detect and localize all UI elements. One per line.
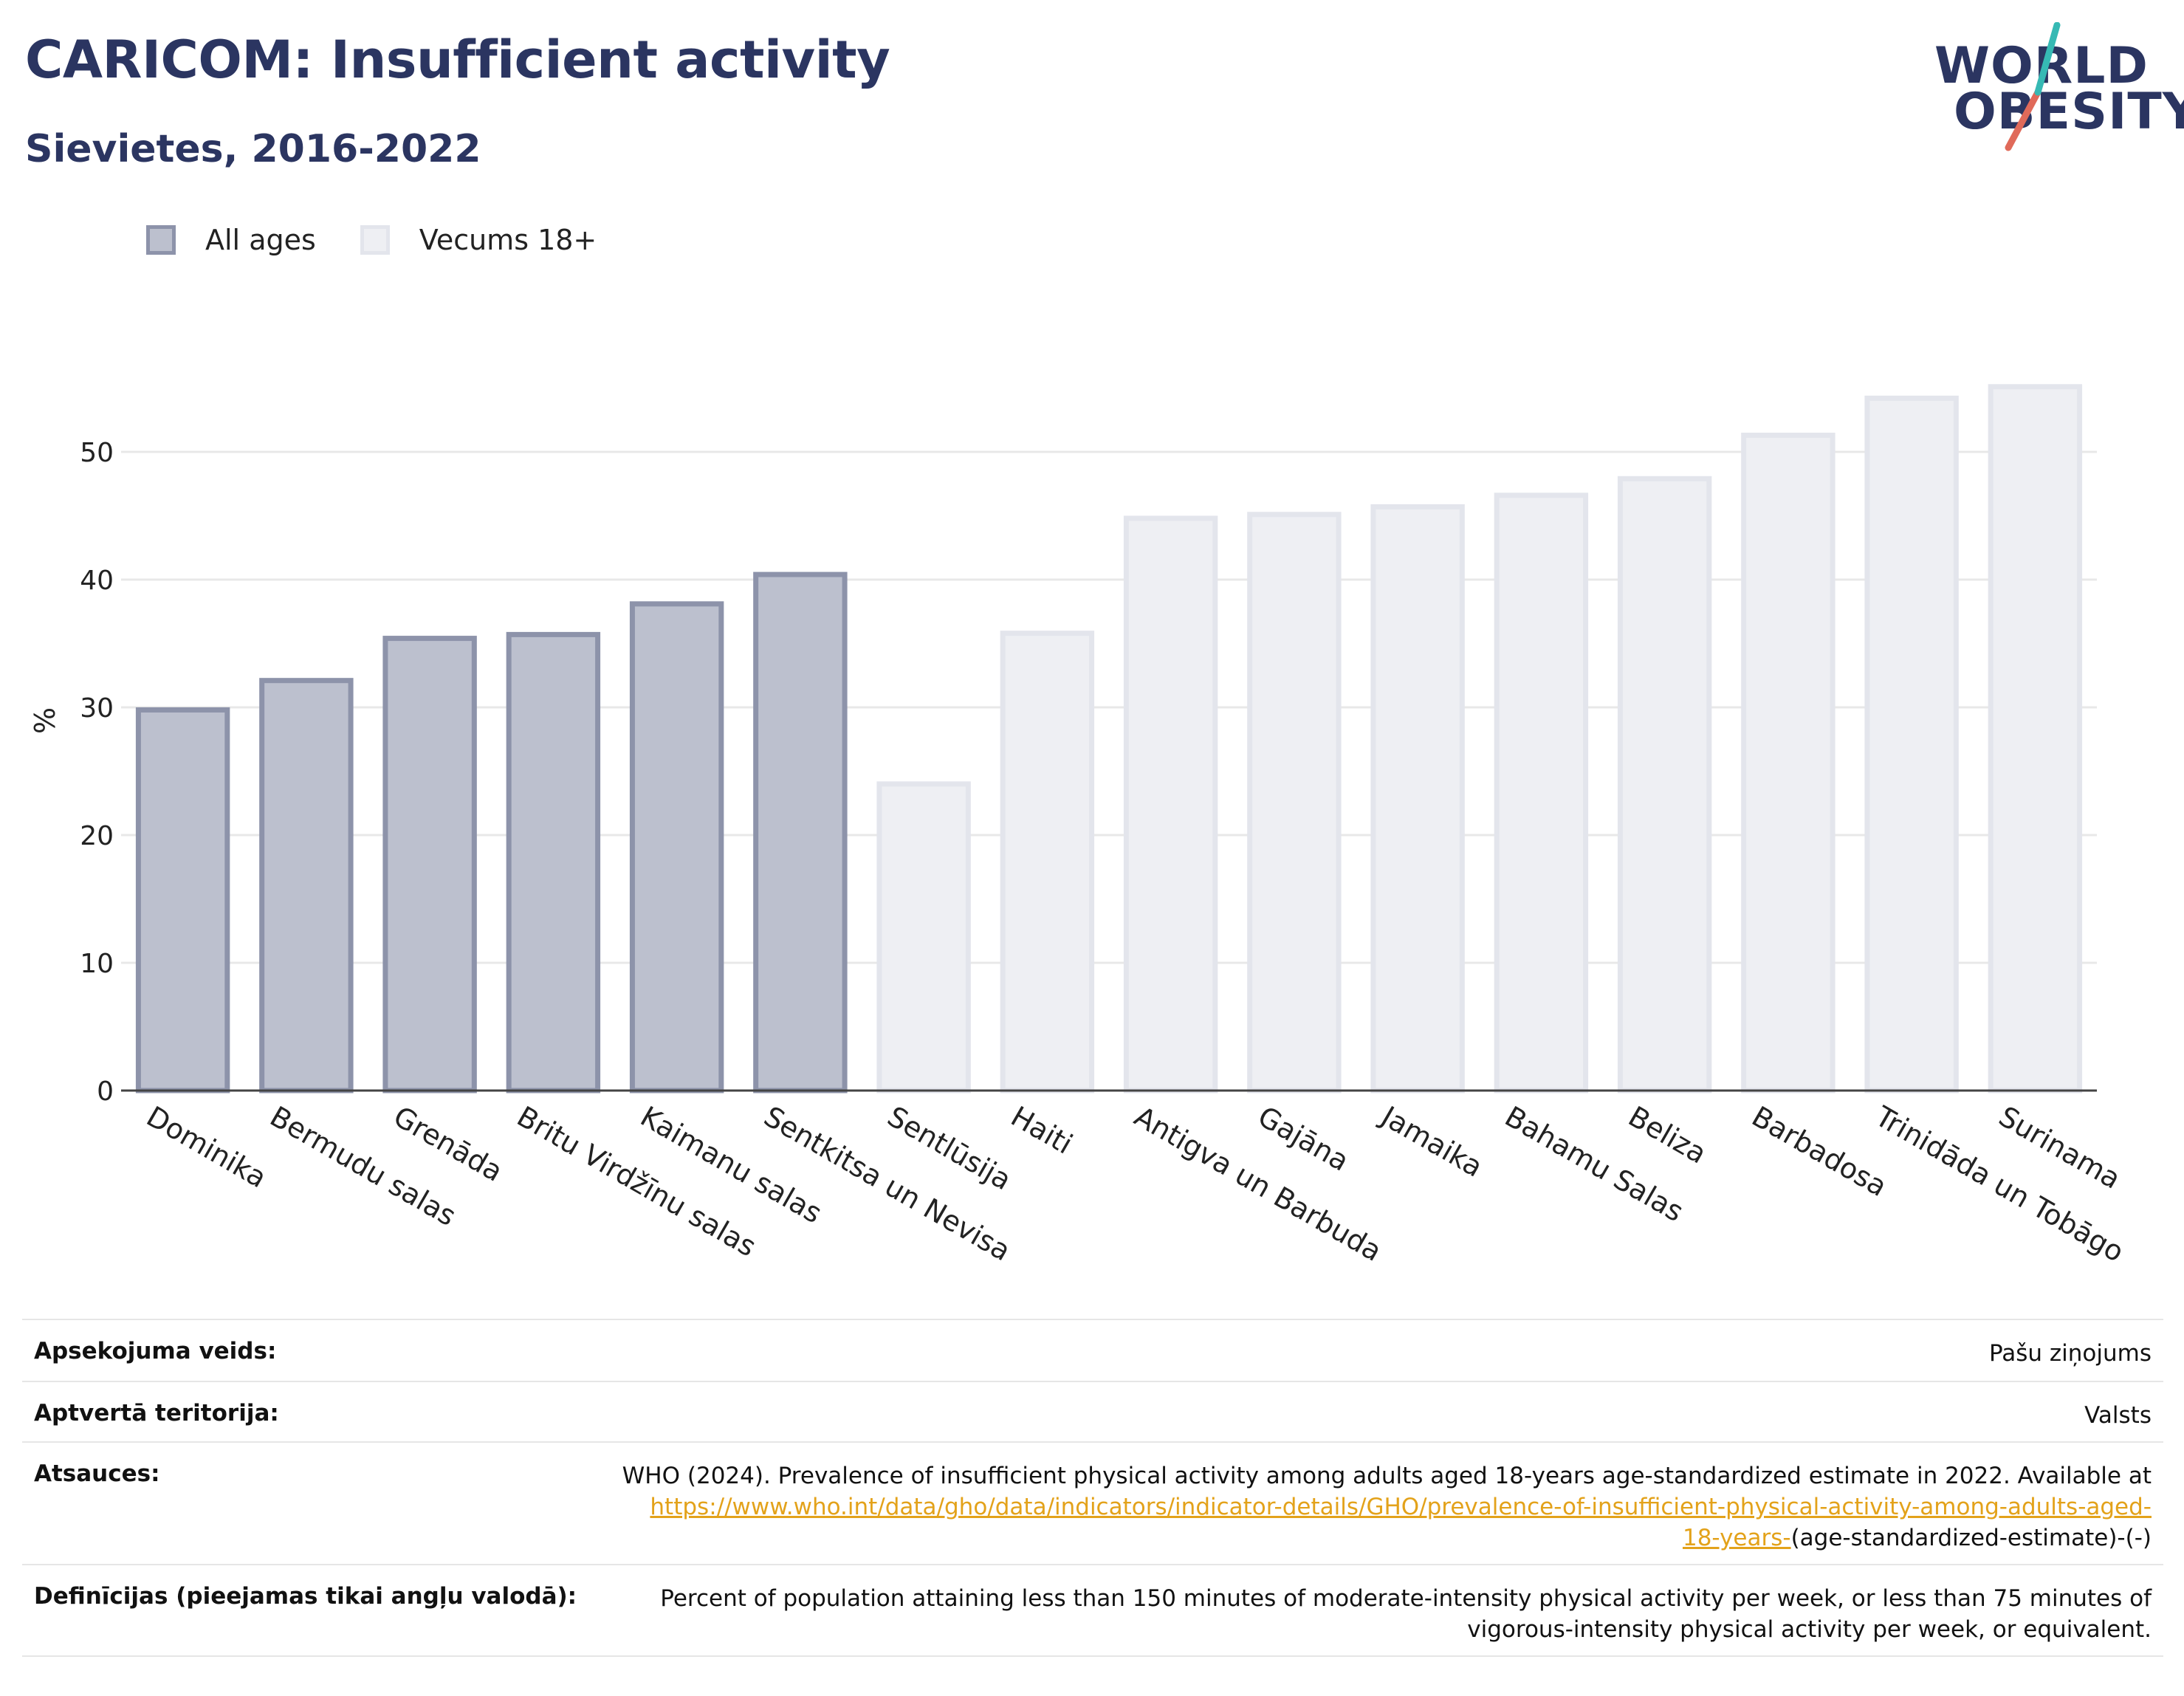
definitions-label: Definīcijas (pieejamas tikai angļu valod… <box>34 1583 577 1610</box>
info-row-survey: Apsekojuma veids: Pašu ziņojums <box>22 1319 2163 1381</box>
y-tick-label: 40 <box>80 566 114 596</box>
legend-swatch-all-ages <box>146 225 176 255</box>
y-axis-ticks: 0 10 20 30 40 50 <box>80 438 114 1107</box>
bar-britu-vird-nu-salas[interactable] <box>506 631 601 1094</box>
coverage-label: Aptvertā teritorija: <box>34 1400 279 1427</box>
info-row-definitions: Definīcijas (pieejamas tikai angļu valod… <box>22 1564 2163 1657</box>
references-text: WHO (2024). Prevalence of insufficient p… <box>622 1463 2152 1489</box>
bar-bahamu-salas[interactable] <box>1494 492 1589 1094</box>
legend-label-adults: Vecums 18+ <box>419 224 597 256</box>
chart-subtitle: Sievietes, 2016-2022 <box>25 127 481 171</box>
bar-haiti[interactable] <box>1000 631 1095 1094</box>
logo-word-2: OBESITY <box>1954 83 2184 141</box>
bar-trinid-da-un-tob-go[interactable] <box>1864 395 1959 1094</box>
y-tick-label: 30 <box>80 693 114 724</box>
references-link-1[interactable]: https://www.who.int/data/gho/data/indica… <box>650 1494 2152 1520</box>
y-tick-label: 20 <box>80 821 114 851</box>
chart-title: CARICOM: Insufficient activity <box>25 30 890 90</box>
bar-sentl-sija[interactable] <box>876 781 971 1094</box>
references-label: Atsauces: <box>34 1460 160 1487</box>
references-link-2[interactable]: 18-years- <box>1682 1525 1791 1551</box>
bar-bermudu-salas[interactable] <box>259 678 354 1094</box>
legend-item-adults[interactable]: Vecums 18+ <box>360 224 597 256</box>
bar-gren-da[interactable] <box>382 636 477 1094</box>
survey-value: Pašu ziņojums <box>1988 1340 2152 1367</box>
bar-barbadosa[interactable] <box>1741 433 1836 1094</box>
bar-gaj-na[interactable] <box>1247 512 1342 1094</box>
y-tick-label: 50 <box>80 438 114 468</box>
world-obesity-logo: WORLD OBESITY <box>1927 22 2184 155</box>
legend-item-all-ages[interactable]: All ages <box>146 224 316 256</box>
legend-swatch-adults <box>360 225 390 255</box>
bar-jamaika[interactable] <box>1370 504 1465 1094</box>
x-tick-label: Jamaika <box>1375 1099 1488 1184</box>
logo-slash-icon <box>2005 22 2061 151</box>
x-tick-label: Barbadosa <box>1746 1100 1892 1204</box>
definitions-line-1: Percent of population attaining less tha… <box>660 1585 2152 1612</box>
x-tick-label: Gajāna <box>1252 1100 1354 1178</box>
bar-sentkitsa-un-nevisa[interactable] <box>753 571 848 1094</box>
y-axis-label: % <box>29 707 61 734</box>
bar-dominika[interactable] <box>135 707 230 1094</box>
coverage-value: Valsts <box>2084 1402 2152 1429</box>
legend-label-all-ages: All ages <box>205 224 316 256</box>
bar-antigva-un-barbuda[interactable] <box>1123 515 1218 1094</box>
y-tick-label: 10 <box>80 949 114 979</box>
bar-kaimanu-salas[interactable] <box>629 601 724 1094</box>
chart-bars <box>135 384 2083 1094</box>
info-row-references: Atsauces: WHO (2024). Prevalence of insu… <box>22 1441 2163 1564</box>
references-suffix: (age-standardized-estimate)-(-) <box>1790 1525 2152 1551</box>
bar-beliza[interactable] <box>1617 476 1712 1094</box>
info-row-coverage: Aptvertā teritorija: Valsts <box>22 1381 2163 1441</box>
references-value: WHO (2024). Prevalence of insufficient p… <box>622 1460 2152 1564</box>
definitions-value: Percent of population attaining less tha… <box>660 1583 2152 1655</box>
chart-legend: All ages Vecums 18+ <box>146 220 641 260</box>
x-tick-label: Haiti <box>1006 1100 1078 1161</box>
x-tick-label: Dominika <box>141 1100 272 1195</box>
survey-label: Apsekojuma veids: <box>34 1338 277 1364</box>
x-tick-label: Beliza <box>1623 1100 1712 1170</box>
info-table: Apsekojuma veids: Pašu ziņojums Aptvertā… <box>22 1319 2163 1657</box>
bar-surinama[interactable] <box>1988 384 2083 1094</box>
y-tick-label: 0 <box>97 1077 114 1107</box>
definitions-line-2: vigorous-intensity physical activity per… <box>1467 1616 2152 1643</box>
